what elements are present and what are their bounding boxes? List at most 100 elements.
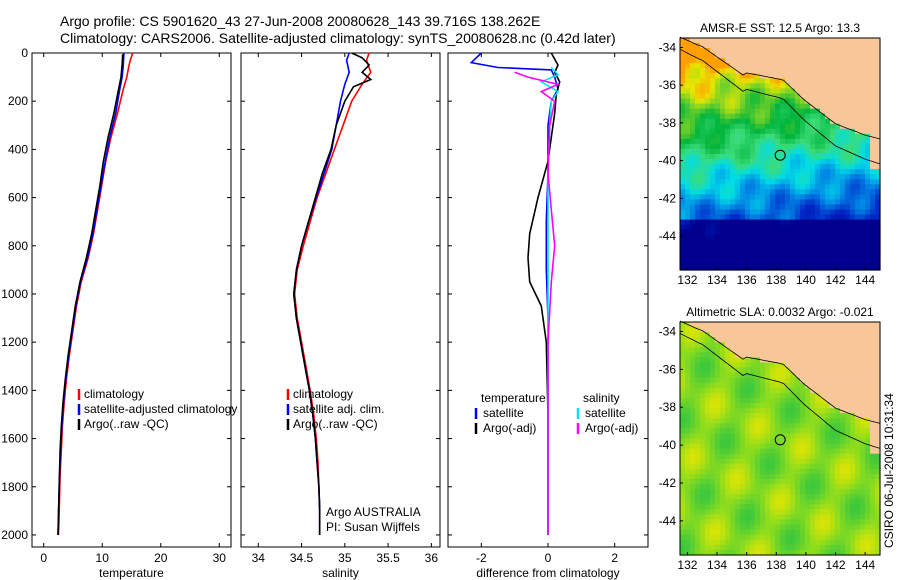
y-tick-label: -40: [659, 154, 677, 168]
map-cell: [780, 342, 786, 348]
map-cell: [845, 499, 851, 505]
map-cell: [710, 224, 716, 231]
map-cell: [860, 392, 866, 399]
map-cell: [775, 468, 781, 475]
map-cell: [720, 423, 726, 429]
map-cell: [715, 143, 721, 150]
map-cell: [785, 337, 791, 343]
map-cell: [875, 199, 881, 206]
map-cell: [725, 133, 731, 140]
map-cell: [865, 169, 871, 175]
map-cell: [805, 362, 811, 369]
map-cell: [815, 529, 821, 536]
map-cell: [790, 484, 796, 490]
map-cell: [835, 397, 841, 404]
map-cell: [820, 468, 826, 475]
map-cell: [865, 194, 871, 200]
map-cell: [740, 524, 746, 531]
map-cell: [820, 164, 826, 170]
map-cell: [835, 204, 841, 211]
map-cell: [800, 362, 806, 369]
map-cell: [735, 184, 741, 190]
map-cell: [685, 48, 691, 54]
map-cell: [740, 154, 746, 160]
map-cell: [835, 154, 841, 160]
map-cell: [725, 377, 731, 384]
map-cell: [745, 352, 751, 359]
map-cell: [865, 413, 871, 419]
map-cell: [715, 224, 721, 231]
map-cell: [710, 53, 716, 59]
map-cell: [700, 133, 706, 140]
map-cell: [855, 347, 861, 353]
map-cell: [770, 214, 776, 221]
map-cell: [875, 524, 881, 531]
map-cell: [690, 38, 696, 44]
map-cell: [725, 418, 731, 424]
map-cell: [850, 189, 856, 195]
map-cell: [715, 473, 721, 480]
map-cell: [760, 138, 766, 145]
map-cell: [850, 458, 856, 465]
map-cell: [705, 73, 711, 79]
map-cell: [840, 519, 846, 526]
map-cell: [815, 189, 821, 195]
map-cell: [870, 113, 876, 120]
map-cell: [715, 58, 721, 64]
map-cell: [825, 174, 831, 180]
map-cell: [820, 463, 826, 470]
map-cell: [735, 128, 741, 135]
map-cell: [775, 484, 781, 490]
map-cell: [785, 254, 791, 261]
map-cell: [770, 159, 776, 165]
map-cell: [830, 514, 836, 521]
map-cell: [705, 229, 711, 236]
map-cell: [865, 443, 871, 450]
y-tick-label: -34: [659, 324, 677, 338]
map-cell: [755, 143, 761, 150]
map-cell: [835, 377, 841, 384]
map-cell: [860, 224, 866, 231]
map-cell: [820, 138, 826, 145]
map-cell: [855, 113, 861, 120]
map-cell: [765, 184, 771, 190]
map-cell: [850, 332, 856, 338]
map-cell: [860, 387, 866, 394]
map-cell: [730, 509, 736, 516]
map-cell: [860, 169, 866, 175]
map-cell: [730, 234, 736, 241]
map-cell: [875, 108, 881, 115]
x-tick-label: 132: [677, 273, 697, 287]
map-cell: [810, 159, 816, 165]
map-cell: [730, 332, 736, 338]
map-cell: [785, 392, 791, 399]
map-cell: [830, 539, 836, 546]
map-cell: [785, 423, 791, 429]
map-cell: [725, 514, 731, 521]
map-cell: [710, 214, 716, 221]
map-cell: [775, 519, 781, 526]
map-cell: [860, 148, 866, 155]
map-cell: [835, 392, 841, 399]
map-cell: [740, 143, 746, 150]
map-cell: [710, 397, 716, 404]
map-cell: [870, 499, 876, 505]
map-cell: [830, 73, 836, 79]
map-cell: [835, 43, 841, 49]
map-cell: [745, 332, 751, 338]
map-cell: [820, 204, 826, 211]
map-cell: [725, 53, 731, 59]
map-cell: [775, 264, 781, 271]
map-cell: [860, 53, 866, 59]
map-cell: [845, 418, 851, 424]
map-cell: [790, 118, 796, 125]
map-cell: [815, 68, 821, 74]
map-cell: [835, 534, 841, 541]
map-cell: [800, 524, 806, 531]
map-cell: [770, 418, 776, 424]
map-cell: [690, 194, 696, 200]
map-cell: [715, 418, 721, 424]
map-cell: [720, 433, 726, 440]
map-cell: [745, 68, 751, 74]
